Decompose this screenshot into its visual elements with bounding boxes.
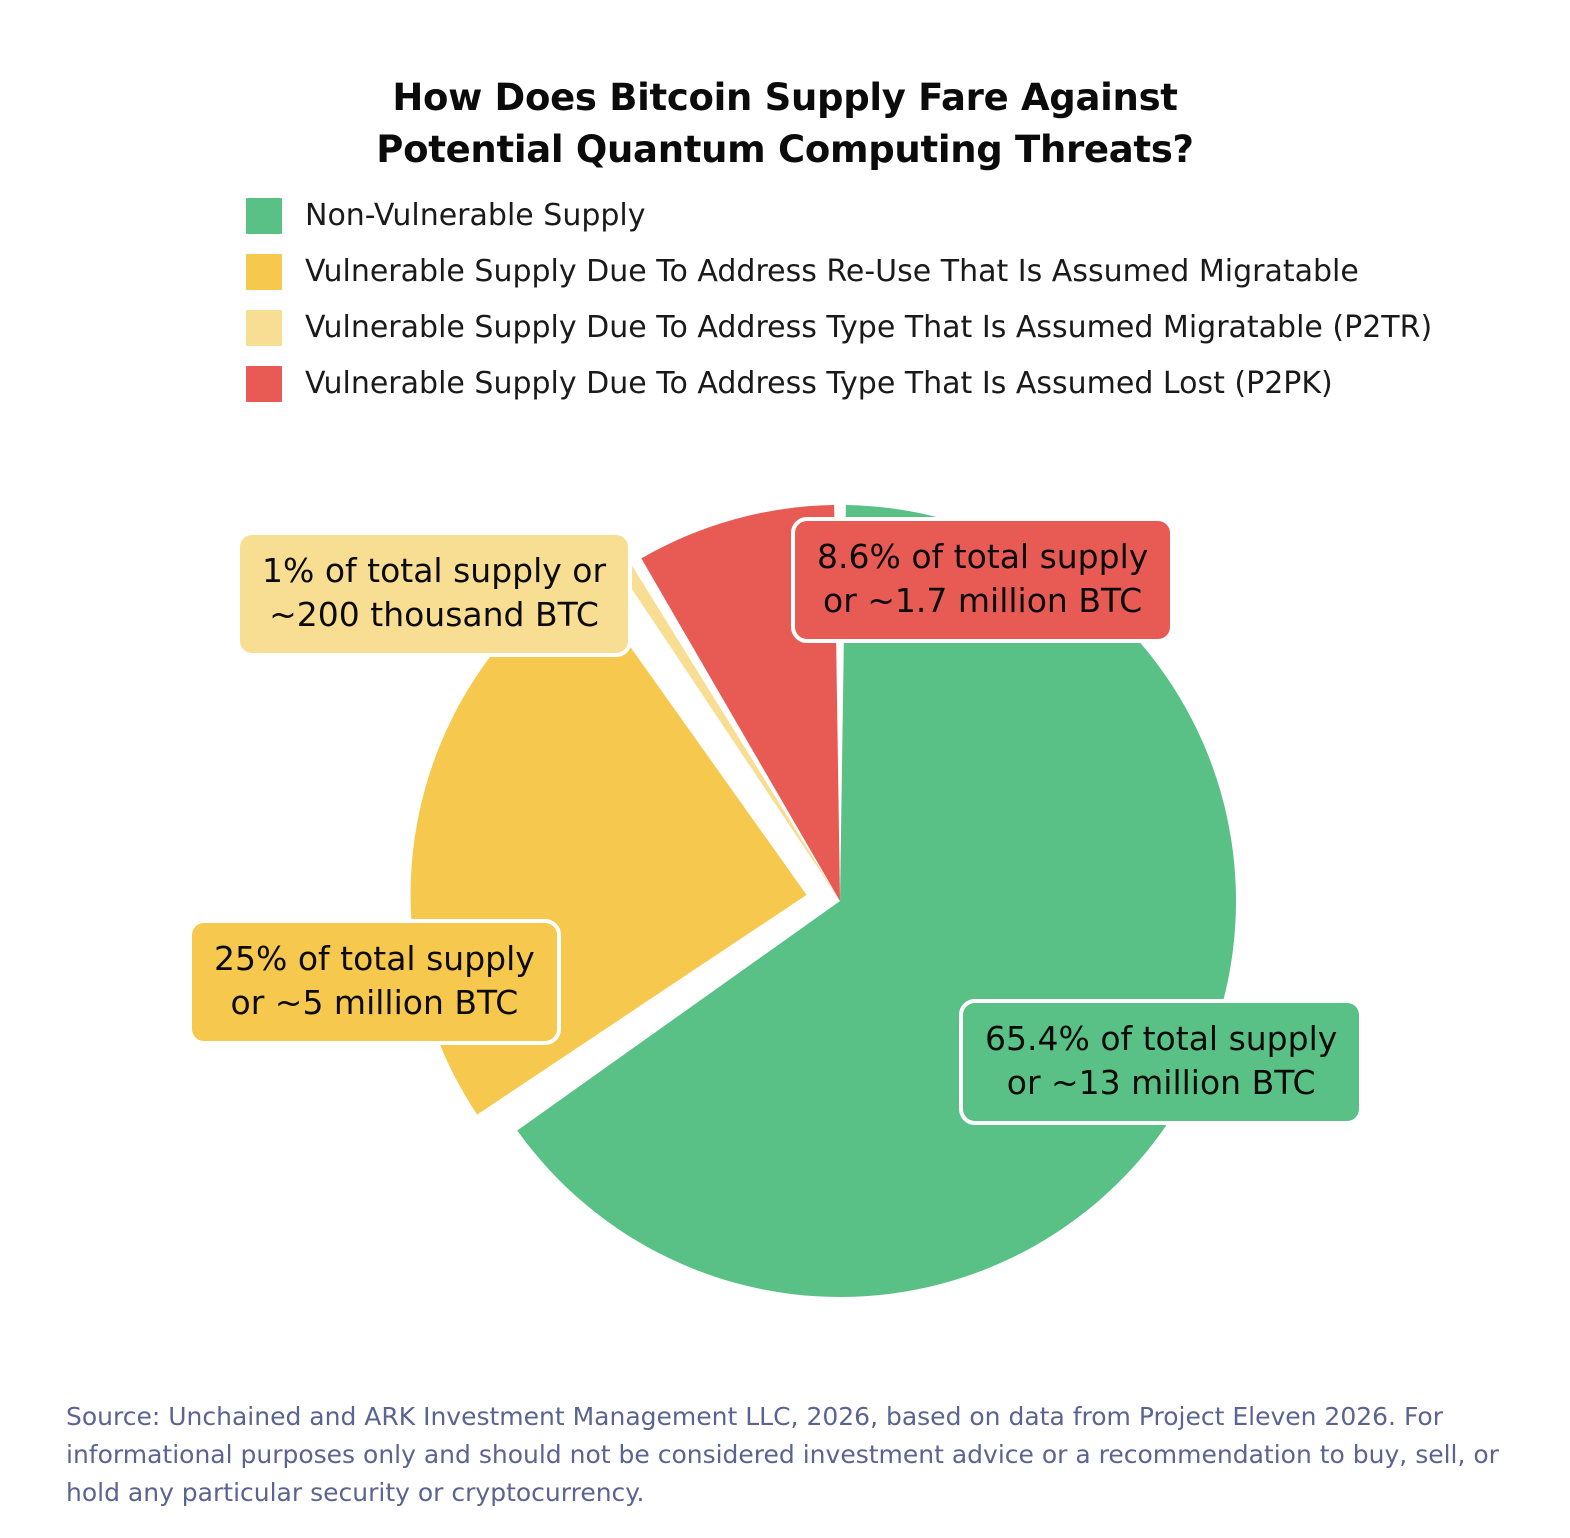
title-line-2: Potential Quantum Computing Threats?	[376, 128, 1194, 171]
legend-swatch-icon-non-vulnerable	[246, 198, 282, 234]
legend-item-reuse-migratable[interactable]: Vulnerable Supply Due To Address Re-Use …	[246, 254, 1446, 290]
legend-label-non-vulnerable: Non-Vulnerable Supply	[305, 198, 646, 233]
callout-label-p2pk: 8.6% of total supply or ~1.7 million BTC	[791, 517, 1175, 643]
callout-nonvul-line-2: or ~13 million BTC	[1006, 1063, 1316, 1102]
legend-swatch-icon-p2tr	[246, 310, 282, 346]
title-line-1: How Does Bitcoin Supply Fare Against	[392, 76, 1178, 119]
callout-p2pk-line-2: or ~1.7 million BTC	[823, 581, 1143, 620]
pie-slice-p2tr[interactable]	[620, 564, 840, 901]
page-title: How Does Bitcoin Supply Fare Against Pot…	[0, 72, 1570, 176]
legend-label-reuse: Vulnerable Supply Due To Address Re-Use …	[305, 254, 1359, 289]
legend-item-p2pk-lost[interactable]: Vulnerable Supply Due To Address Type Th…	[246, 366, 1446, 402]
callout-reuse-line-2: or ~5 million BTC	[230, 983, 519, 1022]
callout-label-p2tr: 1% of total supply or ~200 thousand BTC	[236, 531, 633, 657]
legend-label-p2pk: Vulnerable Supply Due To Address Type Th…	[305, 366, 1333, 401]
legend-item-non-vulnerable-supply[interactable]: Non-Vulnerable Supply	[246, 198, 1446, 234]
source-note: Source: Unchained and ARK Investment Man…	[66, 1402, 1499, 1507]
legend-item-p2tr-migratable[interactable]: Vulnerable Supply Due To Address Type Th…	[246, 310, 1446, 346]
callout-label-reuse: 25% of total supply or ~5 million BTC	[188, 919, 561, 1045]
callout-nonvul-line-1: 65.4% of total supply	[985, 1019, 1338, 1058]
legend-label-p2tr: Vulnerable Supply Due To Address Type Th…	[305, 310, 1433, 345]
legend-swatch-icon-p2pk	[246, 366, 282, 402]
callout-reuse-line-1: 25% of total supply	[214, 939, 535, 978]
legend-swatch-icon-reuse	[246, 254, 282, 290]
callout-p2tr-line-2: ~200 thousand BTC	[269, 595, 599, 634]
pie-slice-p2pk[interactable]	[641, 505, 840, 901]
callout-p2pk-line-1: 8.6% of total supply	[817, 537, 1149, 576]
callout-p2tr-line-1: 1% of total supply or	[262, 551, 607, 590]
callout-label-non-vulnerable: 65.4% of total supply or ~13 million BTC	[959, 999, 1364, 1125]
chart-legend: Non-Vulnerable Supply Vulnerable Supply …	[246, 198, 1446, 422]
